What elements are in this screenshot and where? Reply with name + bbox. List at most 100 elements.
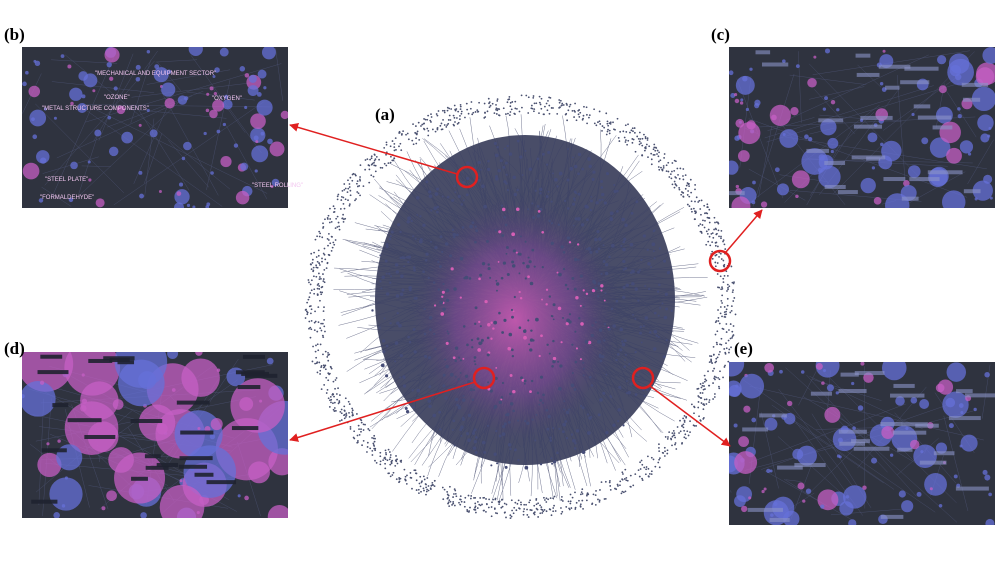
node [316,371,319,374]
node [410,219,413,223]
node [702,418,705,420]
node [506,101,509,104]
node [240,162,249,171]
node [953,474,958,479]
node [929,137,951,158]
label-tag [897,447,913,452]
node [338,225,340,228]
node [532,95,535,97]
node [419,475,422,478]
node [330,220,333,223]
node [247,85,259,96]
node [535,317,539,322]
node [442,498,445,501]
node [477,178,481,182]
node [603,323,607,326]
edge [967,139,994,185]
node [447,332,450,335]
node [356,191,359,193]
edge [98,53,134,141]
node [578,317,581,320]
node [374,459,376,462]
node [703,398,706,401]
label-tag [904,66,939,71]
label-tag [913,104,931,109]
node [422,223,426,227]
node [568,241,572,244]
node [654,465,657,468]
node [687,190,690,192]
node [639,325,643,329]
node [313,288,316,291]
node [446,330,449,333]
node [623,365,627,369]
edge [83,104,271,108]
node [560,104,563,107]
node [463,501,466,503]
node [686,194,689,196]
node [577,109,580,112]
node [529,338,534,342]
node [455,495,458,498]
node [481,261,486,266]
node [319,232,322,235]
node [591,503,593,506]
node [68,197,74,203]
node [536,179,539,182]
node [385,153,387,156]
node [581,492,584,495]
node [636,373,640,377]
node [197,426,201,431]
node [372,437,375,440]
node [174,189,190,205]
node [140,512,147,518]
core-nodes [371,139,673,470]
node [723,274,726,277]
node [579,493,582,496]
node [541,512,544,514]
node [426,127,429,130]
node [560,512,563,515]
node [319,369,322,372]
node [434,347,437,351]
node [101,506,106,511]
node [560,495,563,498]
node [508,96,511,98]
node [503,502,506,505]
edge [809,86,865,100]
node [567,109,570,112]
node [547,498,550,501]
node [632,130,634,133]
node [604,497,607,500]
node [711,257,714,260]
node [516,419,520,422]
node [531,202,534,205]
node [658,168,661,171]
node [499,159,503,163]
node [566,318,570,323]
node [447,501,450,504]
node [718,353,720,356]
node [714,261,717,264]
label-tag [88,358,113,363]
node [374,437,376,440]
node [719,312,722,315]
node [478,277,481,281]
node [500,396,504,399]
node [566,104,568,106]
node [674,436,676,439]
node [329,218,332,220]
insets [22,47,995,525]
node [502,107,505,110]
node [441,195,444,198]
label-tag [52,403,69,408]
node [352,172,355,175]
node [644,135,647,138]
node [339,410,342,413]
node [600,284,604,288]
node [718,255,720,258]
node [547,150,551,154]
node [676,167,679,170]
node [659,159,662,162]
node [546,109,549,112]
